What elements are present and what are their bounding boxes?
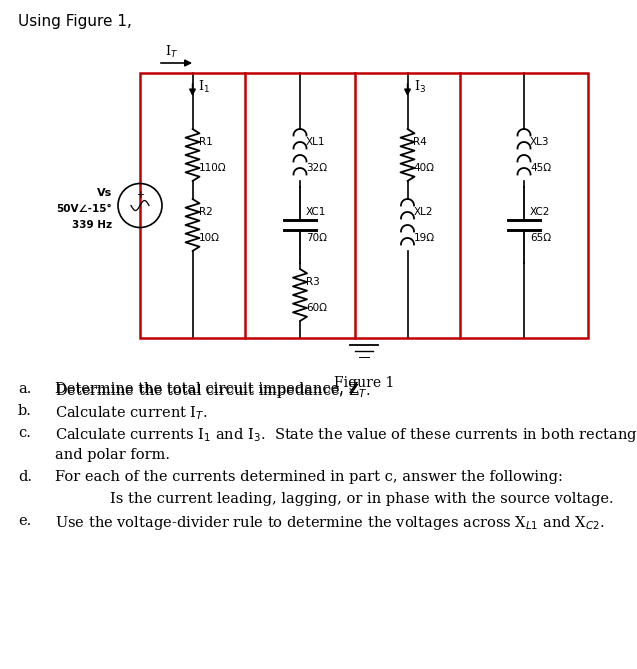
Text: Calculate currents I$_1$ and I$_3$.  State the value of these currents in both r: Calculate currents I$_1$ and I$_3$. Stat…: [55, 426, 637, 444]
Text: 60Ω: 60Ω: [306, 303, 327, 313]
Text: R2: R2: [199, 207, 212, 217]
Text: 50V∠-15°: 50V∠-15°: [57, 203, 112, 213]
Text: 10Ω: 10Ω: [199, 233, 220, 243]
Text: For each of the currents determined in part c, answer the following:: For each of the currents determined in p…: [55, 470, 563, 484]
Text: Using Figure 1,: Using Figure 1,: [18, 14, 132, 29]
Text: 40Ω: 40Ω: [413, 163, 434, 173]
Text: I$_T$: I$_T$: [165, 44, 178, 60]
Text: Use the voltage-divider rule to determine the voltages across X$_{L1}$ and X$_{C: Use the voltage-divider rule to determin…: [55, 514, 605, 532]
Text: XL3: XL3: [530, 137, 550, 147]
Text: a.: a.: [18, 382, 31, 396]
Text: and polar form.: and polar form.: [55, 448, 170, 462]
Text: 19Ω: 19Ω: [413, 233, 434, 243]
Text: XC1: XC1: [306, 207, 326, 217]
Text: 339 Hz: 339 Hz: [72, 219, 112, 229]
Text: XL2: XL2: [413, 207, 433, 217]
Text: Determine the total circuit impedance, Z$_T$.: Determine the total circuit impedance, Z…: [55, 382, 371, 400]
Text: +: +: [136, 189, 144, 199]
Text: 45Ω: 45Ω: [530, 163, 551, 173]
Text: 110Ω: 110Ω: [199, 163, 226, 173]
Text: e.: e.: [18, 514, 31, 528]
Text: 65Ω: 65Ω: [530, 233, 551, 243]
Text: XL1: XL1: [306, 137, 326, 147]
Text: d.: d.: [18, 470, 32, 484]
Text: Vs: Vs: [97, 187, 112, 197]
Bar: [140, 73, 588, 338]
Text: I$_1$: I$_1$: [199, 79, 210, 95]
Text: R4: R4: [413, 137, 427, 147]
Text: Calculate current I$_T$.: Calculate current I$_T$.: [55, 404, 208, 421]
Text: b.: b.: [18, 404, 32, 418]
Text: 32Ω: 32Ω: [306, 163, 327, 173]
Text: R3: R3: [306, 277, 320, 287]
Text: 70Ω: 70Ω: [306, 233, 327, 243]
Text: Determine the total circuit impedance, Z: Determine the total circuit impedance, Z: [55, 382, 359, 396]
Text: XC2: XC2: [530, 207, 550, 217]
Text: Figure 1: Figure 1: [334, 376, 394, 390]
Text: R1: R1: [199, 137, 212, 147]
Text: Is the current leading, lagging, or in phase with the source voltage.: Is the current leading, lagging, or in p…: [110, 492, 613, 506]
Text: c.: c.: [18, 426, 31, 440]
Text: I$_3$: I$_3$: [413, 79, 426, 95]
